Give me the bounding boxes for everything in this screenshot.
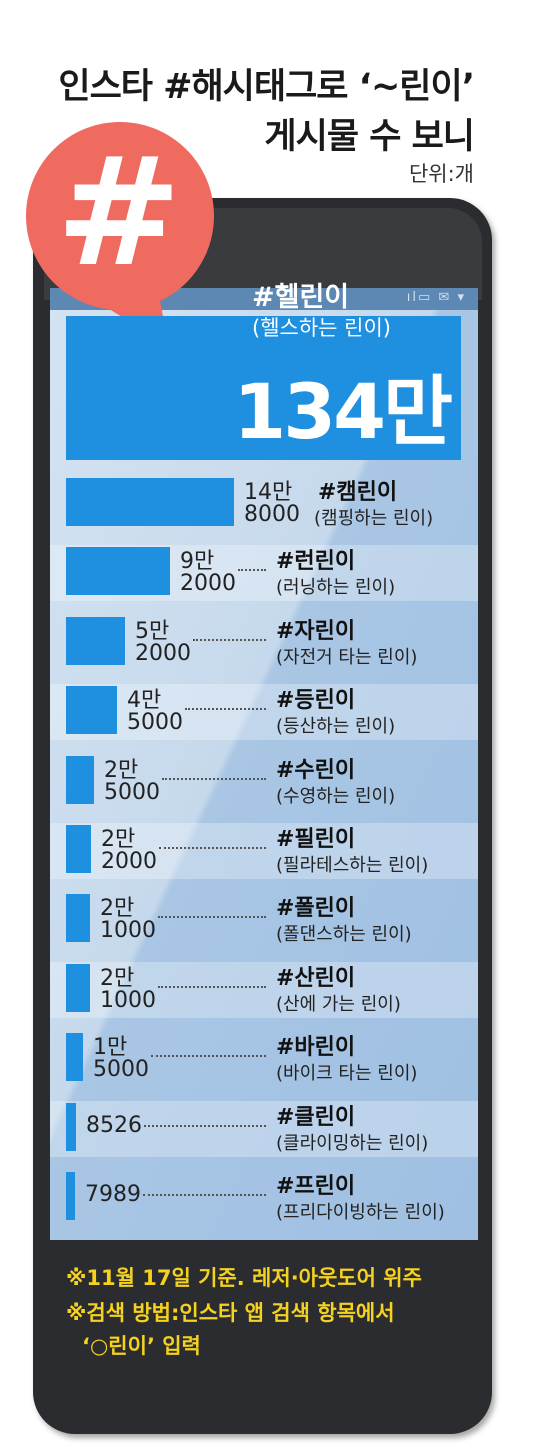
leader-line xyxy=(158,985,266,988)
bar xyxy=(66,478,234,526)
leader-line xyxy=(158,916,266,919)
bar-value-rest: 5000 xyxy=(104,779,160,805)
bar-value-rest: 1000 xyxy=(100,987,156,1013)
bar-value-rest: 5000 xyxy=(127,710,183,736)
bar-category-desc: (캠핑하는 린이) xyxy=(314,508,434,529)
leader-line xyxy=(193,638,266,641)
bar xyxy=(66,894,90,943)
bar-value-man: 5만 xyxy=(135,618,170,644)
bar-value-man: 4만 xyxy=(127,688,162,714)
bar-category-name: #폴린이 xyxy=(276,896,356,922)
bar-category-name: #캠린이 xyxy=(318,480,398,505)
bar-value-man: 1만 xyxy=(93,1035,128,1061)
bar-category-desc: (필라테스하는 린이) xyxy=(276,855,429,876)
bar-value-rest: 2000 xyxy=(101,849,157,874)
bar-category-desc: (폴댄스하는 린이) xyxy=(276,924,412,946)
leader-line xyxy=(185,708,266,711)
bar-category-name: #등린이 xyxy=(276,688,356,714)
bar-value-rest: 7989 xyxy=(85,1182,141,1207)
bar-category-desc: (바이크 타는 린이) xyxy=(276,1063,418,1085)
bar-category-name: #산린이 xyxy=(276,965,356,991)
chart-title-line2: 게시물 수 보니 xyxy=(264,117,475,157)
row-stripe xyxy=(50,684,478,741)
bar-value-man: 14만 xyxy=(244,480,293,505)
bar-category-name: #런린이 xyxy=(276,549,356,575)
bar-category-desc: (프리다이빙하는 린이) xyxy=(276,1202,445,1223)
leader-line xyxy=(151,1055,266,1058)
bar-value-rest: 8000 xyxy=(244,502,300,527)
bar-category-name: #수린이 xyxy=(276,757,356,783)
top-bar-value: 134만 xyxy=(233,367,453,456)
bar xyxy=(66,616,125,665)
bar xyxy=(66,686,117,735)
bar xyxy=(66,963,90,1012)
leader-line xyxy=(159,847,266,849)
leader-line xyxy=(144,1124,266,1127)
bar-category-name: #필린이 xyxy=(276,827,356,852)
chart-title-line1: 인스타 #해시태그로 ‘~린이’ xyxy=(58,67,475,107)
bar xyxy=(66,755,94,804)
bar xyxy=(66,1033,83,1082)
footnote-method: ※검색 방법:인스타 앱 검색 항목에서 xyxy=(66,1301,395,1325)
row-stripe xyxy=(50,1100,478,1157)
bar-value-man: 2만 xyxy=(100,896,135,922)
bar-category-desc: (산에 가는 린이) xyxy=(276,993,401,1015)
bar-value-rest: 2000 xyxy=(180,571,236,597)
top-bar-desc: (헬스하는 린이) xyxy=(252,316,391,340)
top-bar-name: #헬린이 xyxy=(252,282,350,313)
bar-value-rest: 1000 xyxy=(100,918,156,944)
bar xyxy=(66,1102,76,1151)
bar xyxy=(66,547,170,596)
bar-value-man: 2만 xyxy=(100,965,135,991)
row-stripe xyxy=(50,823,478,879)
bar-category-name: #클린이 xyxy=(276,1104,356,1130)
unit-label: 단위:개 xyxy=(408,162,474,186)
hashtag-icon: # xyxy=(56,126,182,300)
top-bar-helini xyxy=(66,316,461,460)
bar-category-desc: (러닝하는 린이) xyxy=(276,577,396,599)
hashtag-bubble-icon xyxy=(26,122,214,310)
bar-value-man: 2만 xyxy=(101,827,136,852)
footnote-method-cont: ‘○린이’ 입력 xyxy=(82,1334,201,1358)
leader-line xyxy=(238,569,266,572)
bar-value-rest: 8526 xyxy=(86,1112,142,1138)
bar-category-desc: (수영하는 린이) xyxy=(276,785,396,807)
leader-line xyxy=(162,777,266,780)
bar-value-rest: 5000 xyxy=(93,1057,149,1083)
leader-line xyxy=(143,1194,266,1196)
bar xyxy=(66,1172,75,1220)
bar-category-name: #프린이 xyxy=(276,1174,356,1199)
bar-value-man: 9만 xyxy=(180,549,215,575)
bar-category-name: #자린이 xyxy=(276,618,356,644)
bar-category-desc: (자전거 타는 린이) xyxy=(276,646,418,668)
bar-category-desc: (클라이밍하는 린이) xyxy=(276,1132,429,1154)
footnote-date: ※11월 17일 기준. 레저·아웃도어 위주 xyxy=(66,1266,422,1290)
bar-category-name: #바린이 xyxy=(276,1035,356,1061)
bar-value-rest: 2000 xyxy=(135,640,191,666)
status-icons: ıl▭ ✉ ▾ xyxy=(406,290,466,305)
row-stripe xyxy=(50,961,478,1018)
bar xyxy=(66,825,91,873)
bar-value-man: 2만 xyxy=(104,757,139,783)
bar-category-desc: (등산하는 린이) xyxy=(276,716,396,738)
